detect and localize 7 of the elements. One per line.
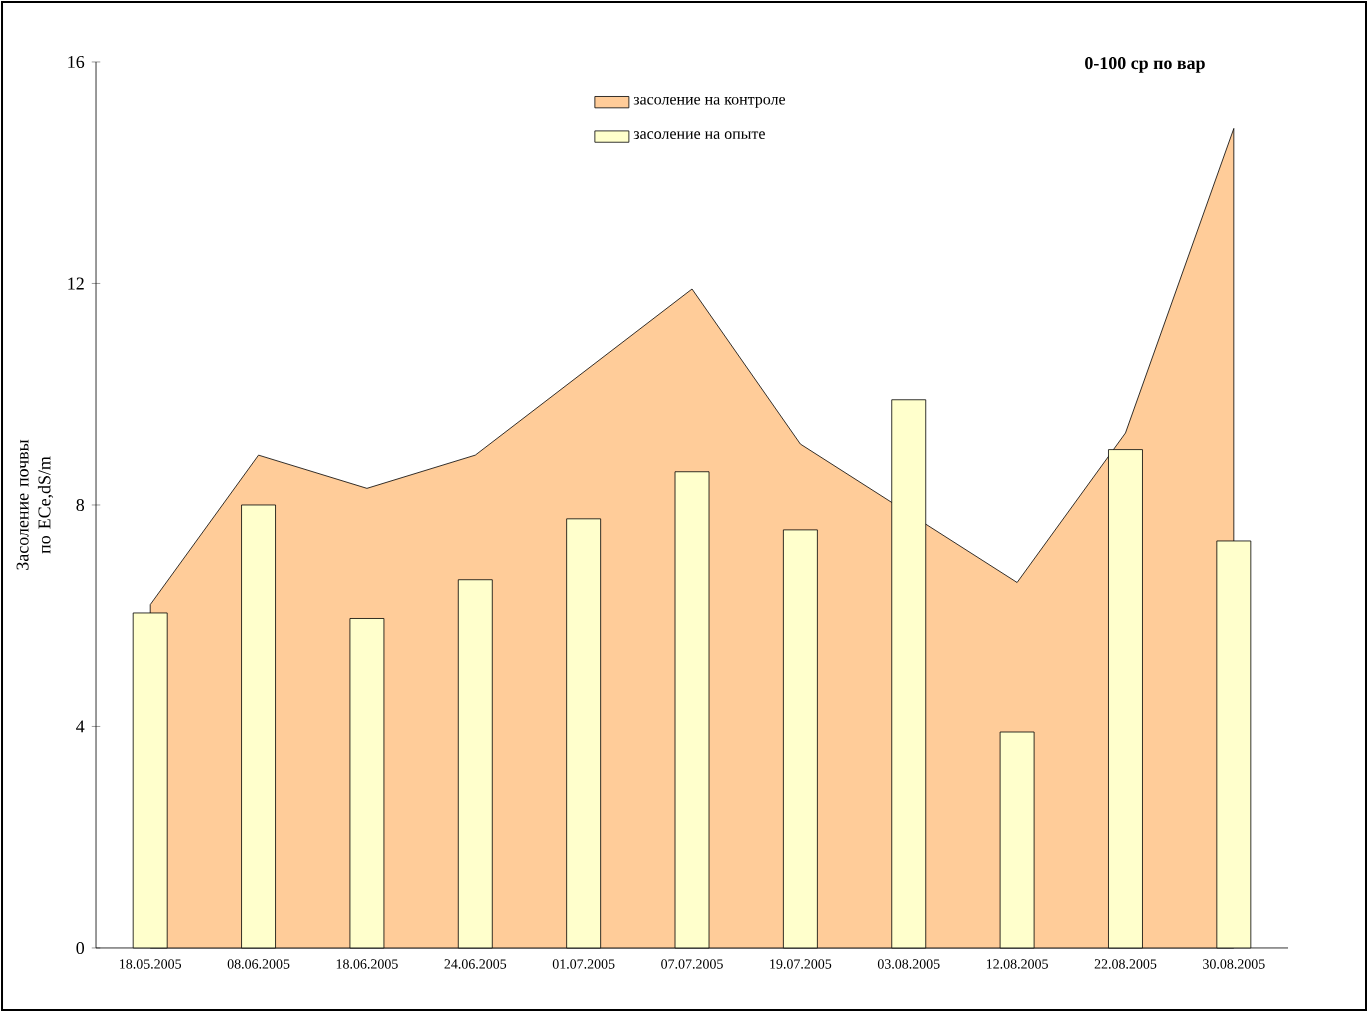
y-tick-label: 0 bbox=[76, 941, 85, 955]
y-tick-label: 12 bbox=[68, 277, 84, 290]
chart-title: 0-100 ср по вар bbox=[1085, 57, 1205, 73]
y-tick-label: 16 bbox=[68, 55, 85, 69]
y-tick-label: 4 bbox=[76, 720, 85, 733]
y-axis-title: Засоление почвы по ECe,dS/m bbox=[16, 439, 54, 570]
y-tick-label: 8 bbox=[76, 498, 85, 512]
